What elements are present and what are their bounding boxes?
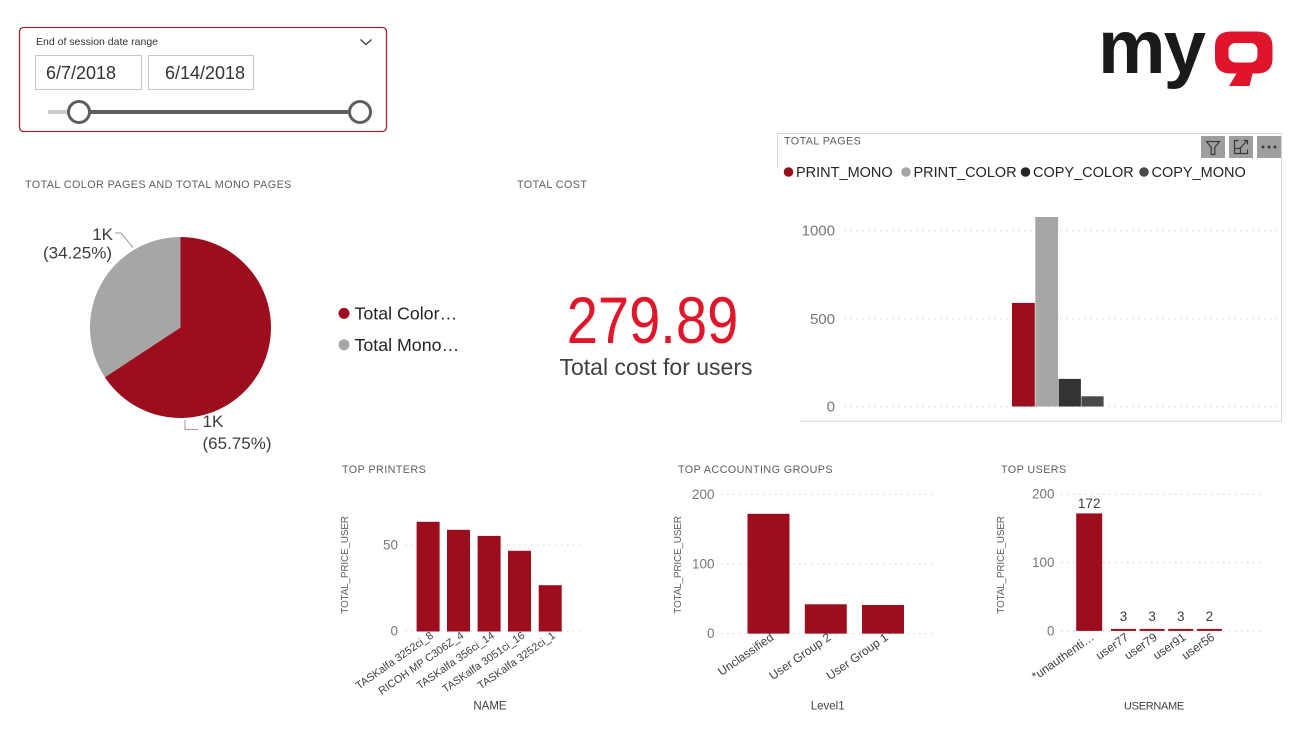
svg-text:TOTAL COLOR PAGES AND TOTAL MO: TOTAL COLOR PAGES AND TOTAL MONO PAGES — [25, 179, 292, 191]
svg-text:COPY_COLOR: COPY_COLOR — [1033, 165, 1134, 181]
svg-text:1K: 1K — [92, 225, 113, 244]
svg-text:TOP ACCOUNTING GROUPS: TOP ACCOUNTING GROUPS — [678, 464, 833, 476]
svg-text:TOTAL_PRICE_USER: TOTAL_PRICE_USER — [340, 516, 351, 614]
svg-text:3: 3 — [1120, 609, 1128, 624]
svg-text:Total Color…: Total Color… — [355, 304, 458, 324]
svg-text:0: 0 — [1047, 623, 1055, 638]
svg-text:TOTAL_PRICE_USER: TOTAL_PRICE_USER — [673, 516, 684, 614]
svg-text:100: 100 — [1032, 555, 1055, 570]
svg-text:PRINT_MONO: PRINT_MONO — [796, 165, 893, 181]
svg-text:(34.25%): (34.25%) — [43, 244, 112, 263]
svg-text:200: 200 — [692, 487, 715, 502]
svg-text:USERNAME: USERNAME — [1124, 701, 1184, 713]
svg-text:my: my — [1098, 5, 1206, 90]
svg-text:500: 500 — [810, 311, 835, 328]
svg-text:COPY_MONO: COPY_MONO — [1152, 165, 1246, 181]
svg-text:200: 200 — [1032, 487, 1055, 502]
svg-text:279.89: 279.89 — [567, 284, 739, 357]
svg-text:3: 3 — [1148, 609, 1156, 624]
svg-text:2: 2 — [1206, 609, 1214, 624]
svg-text:Level1: Level1 — [811, 701, 845, 713]
svg-text:TOP PRINTERS: TOP PRINTERS — [342, 464, 426, 476]
svg-text:Total Mono…: Total Mono… — [355, 335, 460, 355]
svg-text:1000: 1000 — [802, 223, 835, 240]
svg-text:TOTAL PAGES: TOTAL PAGES — [784, 136, 861, 148]
svg-text:172: 172 — [1078, 496, 1101, 511]
svg-text:0: 0 — [390, 624, 398, 639]
svg-text:TOP USERS: TOP USERS — [1001, 464, 1067, 476]
svg-text:1K: 1K — [203, 412, 224, 431]
svg-text:(65.75%): (65.75%) — [203, 434, 272, 453]
svg-text:0: 0 — [827, 399, 835, 416]
svg-text:6/7/2018: 6/7/2018 — [46, 63, 116, 83]
svg-text:0: 0 — [707, 626, 715, 641]
svg-text:NAME: NAME — [473, 701, 507, 713]
svg-text:3: 3 — [1177, 609, 1185, 624]
svg-text:TOTAL COST: TOTAL COST — [517, 179, 587, 191]
svg-text:TOTAL_PRICE_USER: TOTAL_PRICE_USER — [996, 516, 1007, 614]
svg-text:PRINT_COLOR: PRINT_COLOR — [914, 165, 1017, 181]
svg-text:50: 50 — [383, 538, 398, 553]
svg-text:6/14/2018: 6/14/2018 — [165, 63, 245, 83]
svg-text:Total cost for users: Total cost for users — [559, 354, 752, 380]
svg-text:100: 100 — [692, 556, 715, 571]
svg-text:End of session date range: End of session date range — [36, 36, 158, 48]
